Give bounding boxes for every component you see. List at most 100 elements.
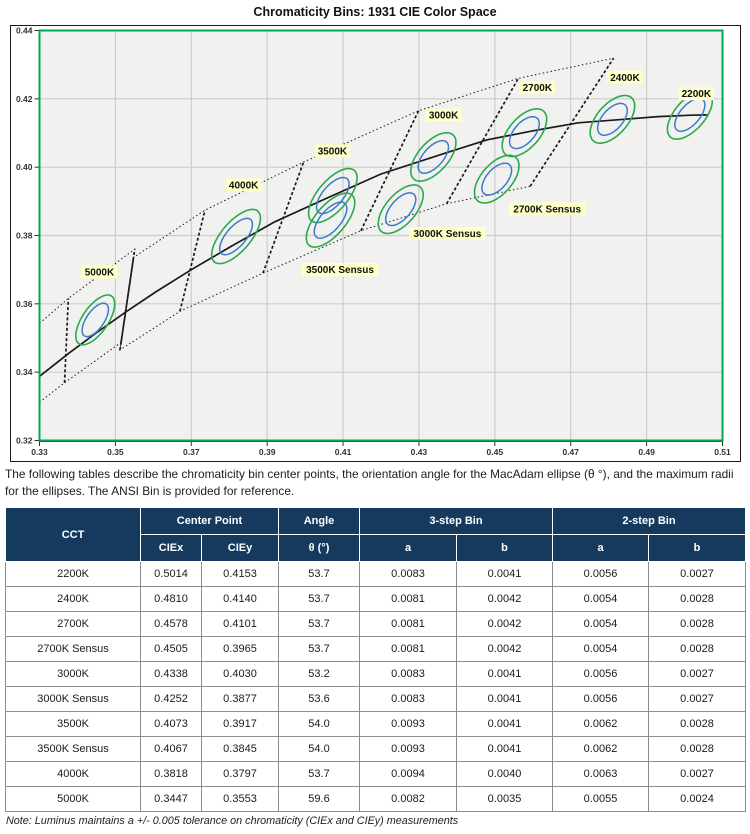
table-cell: 0.0041 bbox=[456, 561, 553, 587]
ansi-bin-divider bbox=[63, 298, 70, 383]
table-cell: 0.4338 bbox=[140, 661, 202, 687]
table-cell: 0.3877 bbox=[201, 686, 279, 712]
table-cell: 59.6 bbox=[278, 786, 360, 812]
y-tick-label: 0.34 bbox=[16, 367, 33, 377]
ansi-bin-divider bbox=[360, 110, 420, 232]
table-cell: 0.0028 bbox=[648, 736, 746, 762]
table-cell: 0.0083 bbox=[359, 686, 457, 712]
header-ciey: CIEy bbox=[201, 534, 279, 562]
table-cell: 53.7 bbox=[278, 561, 360, 587]
table-description: The following tables describe the chroma… bbox=[5, 467, 734, 498]
table-cell: 2200K bbox=[5, 561, 141, 587]
x-tick-label: 0.41 bbox=[335, 447, 352, 457]
gridlines bbox=[39, 30, 723, 441]
table-cell: 0.0083 bbox=[359, 661, 457, 687]
table-cell: 0.0063 bbox=[552, 761, 649, 787]
table-cell: 0.0094 bbox=[359, 761, 457, 787]
bin-labels: 2200K 2400K 2700K 2700K Sensus 3000K 3000K Se… bbox=[81, 70, 715, 279]
table-cell: 0.0041 bbox=[456, 686, 553, 712]
table-cell: 0.0028 bbox=[648, 586, 746, 612]
header-ciex: CIEx bbox=[140, 534, 202, 562]
table-cell: 0.5014 bbox=[140, 561, 202, 587]
ansi-bin-divider bbox=[179, 210, 206, 312]
page-title: Chromaticity Bins: 1931 CIE Color Space bbox=[253, 5, 497, 19]
table-cell: 0.0042 bbox=[456, 636, 553, 662]
table-row: 2400K 0.4810 0.4140 53.7 0.0081 0.0042 0.0054 0… bbox=[5, 586, 746, 612]
table-row: 3000K 0.4338 0.4030 53.2 0.0083 0.0041 0.0056 0… bbox=[5, 661, 746, 687]
bin-label-bg bbox=[225, 178, 262, 192]
table-cell: 0.3818 bbox=[140, 761, 202, 787]
table-row: 5000K 0.3447 0.3553 59.6 0.0082 0.0035 0.0055 0… bbox=[5, 786, 746, 812]
table-cell: 0.0035 bbox=[456, 786, 553, 812]
header-3step-b: b bbox=[456, 534, 553, 562]
header-2step-bin: 2-step Bin bbox=[552, 507, 746, 535]
table-cell: 0.4101 bbox=[201, 611, 279, 637]
plot-frame bbox=[38, 29, 724, 442]
bin-label-bg bbox=[314, 144, 351, 158]
table-row: 3500K Sensus 0.4067 0.3845 54.0 0.0093 0.0041… bbox=[5, 736, 746, 762]
table-cell: 0.3965 bbox=[201, 636, 279, 662]
x-tick-label: 0.49 bbox=[638, 447, 655, 457]
table-row: 3500K 0.4073 0.3917 54.0 0.0093 0.0041 0.0062 0… bbox=[5, 711, 746, 737]
ellipse-3step bbox=[589, 94, 636, 144]
tolerance-note: Note: Luminus maintains a +/- 0.005 tole… bbox=[6, 815, 459, 827]
ellipse-2step bbox=[313, 201, 348, 239]
ellipse-3step bbox=[305, 192, 356, 248]
ellipse-2step bbox=[508, 116, 541, 150]
ellipse-3step bbox=[377, 184, 424, 235]
x-tick-label: 0.43 bbox=[411, 447, 428, 457]
table-cell: 0.0027 bbox=[648, 561, 746, 587]
table-cell: 0.0062 bbox=[552, 711, 649, 737]
bin-label-bg bbox=[81, 265, 118, 279]
table-cell: 0.0055 bbox=[552, 786, 649, 812]
table-cell: 0.0062 bbox=[552, 736, 649, 762]
table-cell: 0.4073 bbox=[140, 711, 202, 737]
bin-label-bg bbox=[607, 70, 643, 84]
table-cell: 0.3797 bbox=[201, 761, 279, 787]
table-cell: 0.3447 bbox=[140, 786, 202, 812]
ellipse-3step bbox=[74, 294, 116, 346]
table-cell: 0.4030 bbox=[201, 661, 279, 687]
chromaticity-chart: 0.33 0.35 0.37 0.39 0.41 0.43 0.45 0.47 0.49 0.51… bbox=[10, 25, 741, 462]
table-cell: 0.4505 bbox=[140, 636, 202, 662]
bin-label: 3000K Sensus bbox=[413, 229, 481, 240]
table-cell: 0.0028 bbox=[648, 711, 746, 737]
ansi-bin-divider bbox=[529, 57, 615, 187]
table-cell: 0.0083 bbox=[359, 561, 457, 587]
bin-table-body: 2200K 0.5014 0.4153 53.7 0.0083 0.0041 0.0056 0… bbox=[5, 561, 746, 812]
table-cell: 0.0093 bbox=[359, 736, 457, 762]
bin-label-bg bbox=[301, 263, 379, 277]
table-cell: 0.0082 bbox=[359, 786, 457, 812]
table-cell: 0.0054 bbox=[552, 611, 649, 637]
bin-label: 2200K bbox=[682, 89, 712, 100]
table-cell: 0.0028 bbox=[648, 611, 746, 637]
y-tick-label: 0.44 bbox=[16, 26, 33, 36]
chromaticity-bin-table: CCT Center Point Angle 3-step Bin 2-step… bbox=[5, 507, 746, 812]
table-row: 2700K Sensus 0.4505 0.3965 53.7 0.0081 0.0042… bbox=[5, 636, 746, 662]
y-tick-label: 0.36 bbox=[16, 299, 33, 309]
table-cell: 0.4140 bbox=[201, 586, 279, 612]
planckian-locus bbox=[38, 114, 708, 377]
x-tick-label: 0.39 bbox=[259, 447, 276, 457]
bin-label-bg bbox=[519, 81, 556, 95]
axis-ticks: 0.33 0.35 0.37 0.39 0.41 0.43 0.45 0.47 0.49 0.51… bbox=[16, 26, 731, 457]
y-tick-label: 0.40 bbox=[16, 162, 33, 172]
table-cell: 0.0024 bbox=[648, 786, 746, 812]
ellipse-2step bbox=[596, 102, 629, 136]
table-cell: 0.0042 bbox=[456, 611, 553, 637]
bin-label-bg bbox=[425, 108, 462, 122]
table-cell: 0.0027 bbox=[648, 661, 746, 687]
ellipse-2step bbox=[674, 97, 706, 132]
bin-label: 3000K bbox=[429, 111, 459, 122]
bin-label: 5000K bbox=[85, 268, 115, 279]
table-cell: 53.6 bbox=[278, 686, 360, 712]
bin-label: 2700K bbox=[523, 83, 553, 94]
table-cell: 3500K Sensus bbox=[5, 736, 141, 762]
table-cell: 0.0056 bbox=[552, 686, 649, 712]
table-cell: 2400K bbox=[5, 586, 141, 612]
table-cell: 53.7 bbox=[278, 586, 360, 612]
bin-label-bg bbox=[508, 202, 586, 216]
table-cell: 0.0056 bbox=[552, 561, 649, 587]
table-row: 2200K 0.5014 0.4153 53.7 0.0083 0.0041 0.0056 0… bbox=[5, 561, 746, 587]
ellipse-2step bbox=[218, 217, 254, 256]
